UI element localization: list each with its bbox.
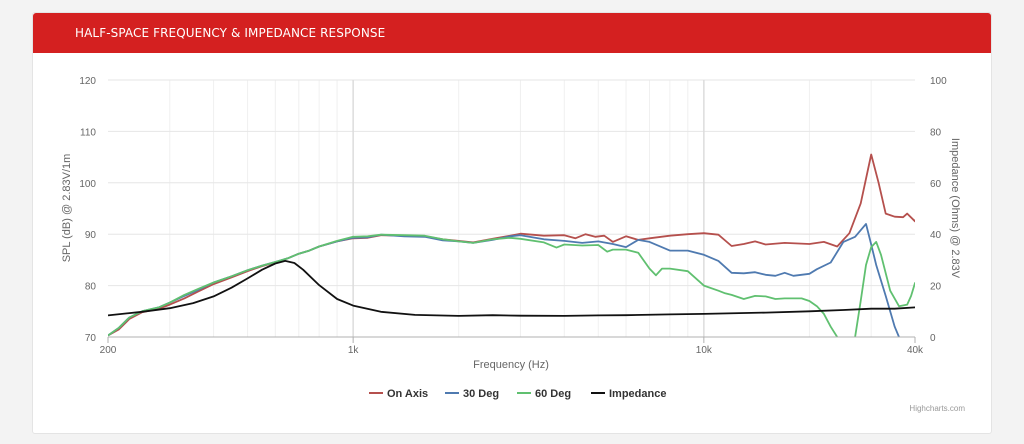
y2-tick-label: 40: [930, 230, 942, 241]
series-line-on-axis: [108, 153, 915, 337]
legend-item-30-deg[interactable]: 30 Deg: [445, 388, 499, 400]
x-tick-label: 200: [100, 345, 117, 356]
y2-tick-label: 100: [930, 76, 947, 87]
y-axis-title: SPL (dB) @ 2.83V/1m: [61, 154, 73, 263]
highcharts-credit[interactable]: Highcharts.com: [909, 404, 965, 413]
series-line-30-deg-b: [930, 251, 950, 337]
y-tick-label: 80: [85, 282, 97, 293]
x-tick-label: 10k: [696, 345, 713, 356]
y-tick-label: 110: [80, 127, 96, 138]
x-axis-title: Frequency (Hz): [473, 359, 549, 371]
y-tick-label: 70: [85, 333, 97, 344]
y-tick-label: 100: [79, 179, 96, 190]
chart-title: HALF-SPACE FREQUENCY & IMPEDANCE RESPONS…: [75, 26, 386, 40]
legend-item-impedance[interactable]: Impedance: [591, 388, 666, 400]
series-line-impedance: [108, 260, 915, 317]
x-tick-label: 40k: [907, 345, 924, 356]
y2-tick-label: 0: [930, 333, 936, 344]
y2-tick-label: 80: [930, 127, 942, 138]
series-line-60-deg: [108, 233, 838, 337]
y2-axis-title: Impedance (Ohms) @ 2.83V: [949, 138, 961, 279]
y2-tick-label: 60: [930, 179, 942, 190]
legend-label: 30 Deg: [463, 388, 499, 400]
chart-card: HALF-SPACE FREQUENCY & IMPEDANCE RESPONS…: [32, 12, 992, 434]
legend-item-on-axis[interactable]: On Axis: [369, 388, 428, 400]
legend-label: 60 Deg: [535, 388, 571, 400]
legend-label: On Axis: [387, 388, 428, 400]
y2-tick-label: 20: [930, 282, 942, 293]
legend-item-60-deg[interactable]: 60 Deg: [517, 388, 571, 400]
x-tick-label: 1k: [348, 345, 360, 356]
legend-label: Impedance: [609, 388, 666, 400]
y-tick-label: 90: [85, 230, 97, 241]
chart-legend: On Axis 30 Deg 60 Deg Impedance: [369, 388, 666, 400]
chart-header: HALF-SPACE FREQUENCY & IMPEDANCE RESPONS…: [33, 13, 991, 53]
series-line-60-deg-b: [854, 241, 915, 337]
series-line-30-deg: [108, 223, 900, 337]
y-tick-label: 120: [79, 76, 96, 87]
